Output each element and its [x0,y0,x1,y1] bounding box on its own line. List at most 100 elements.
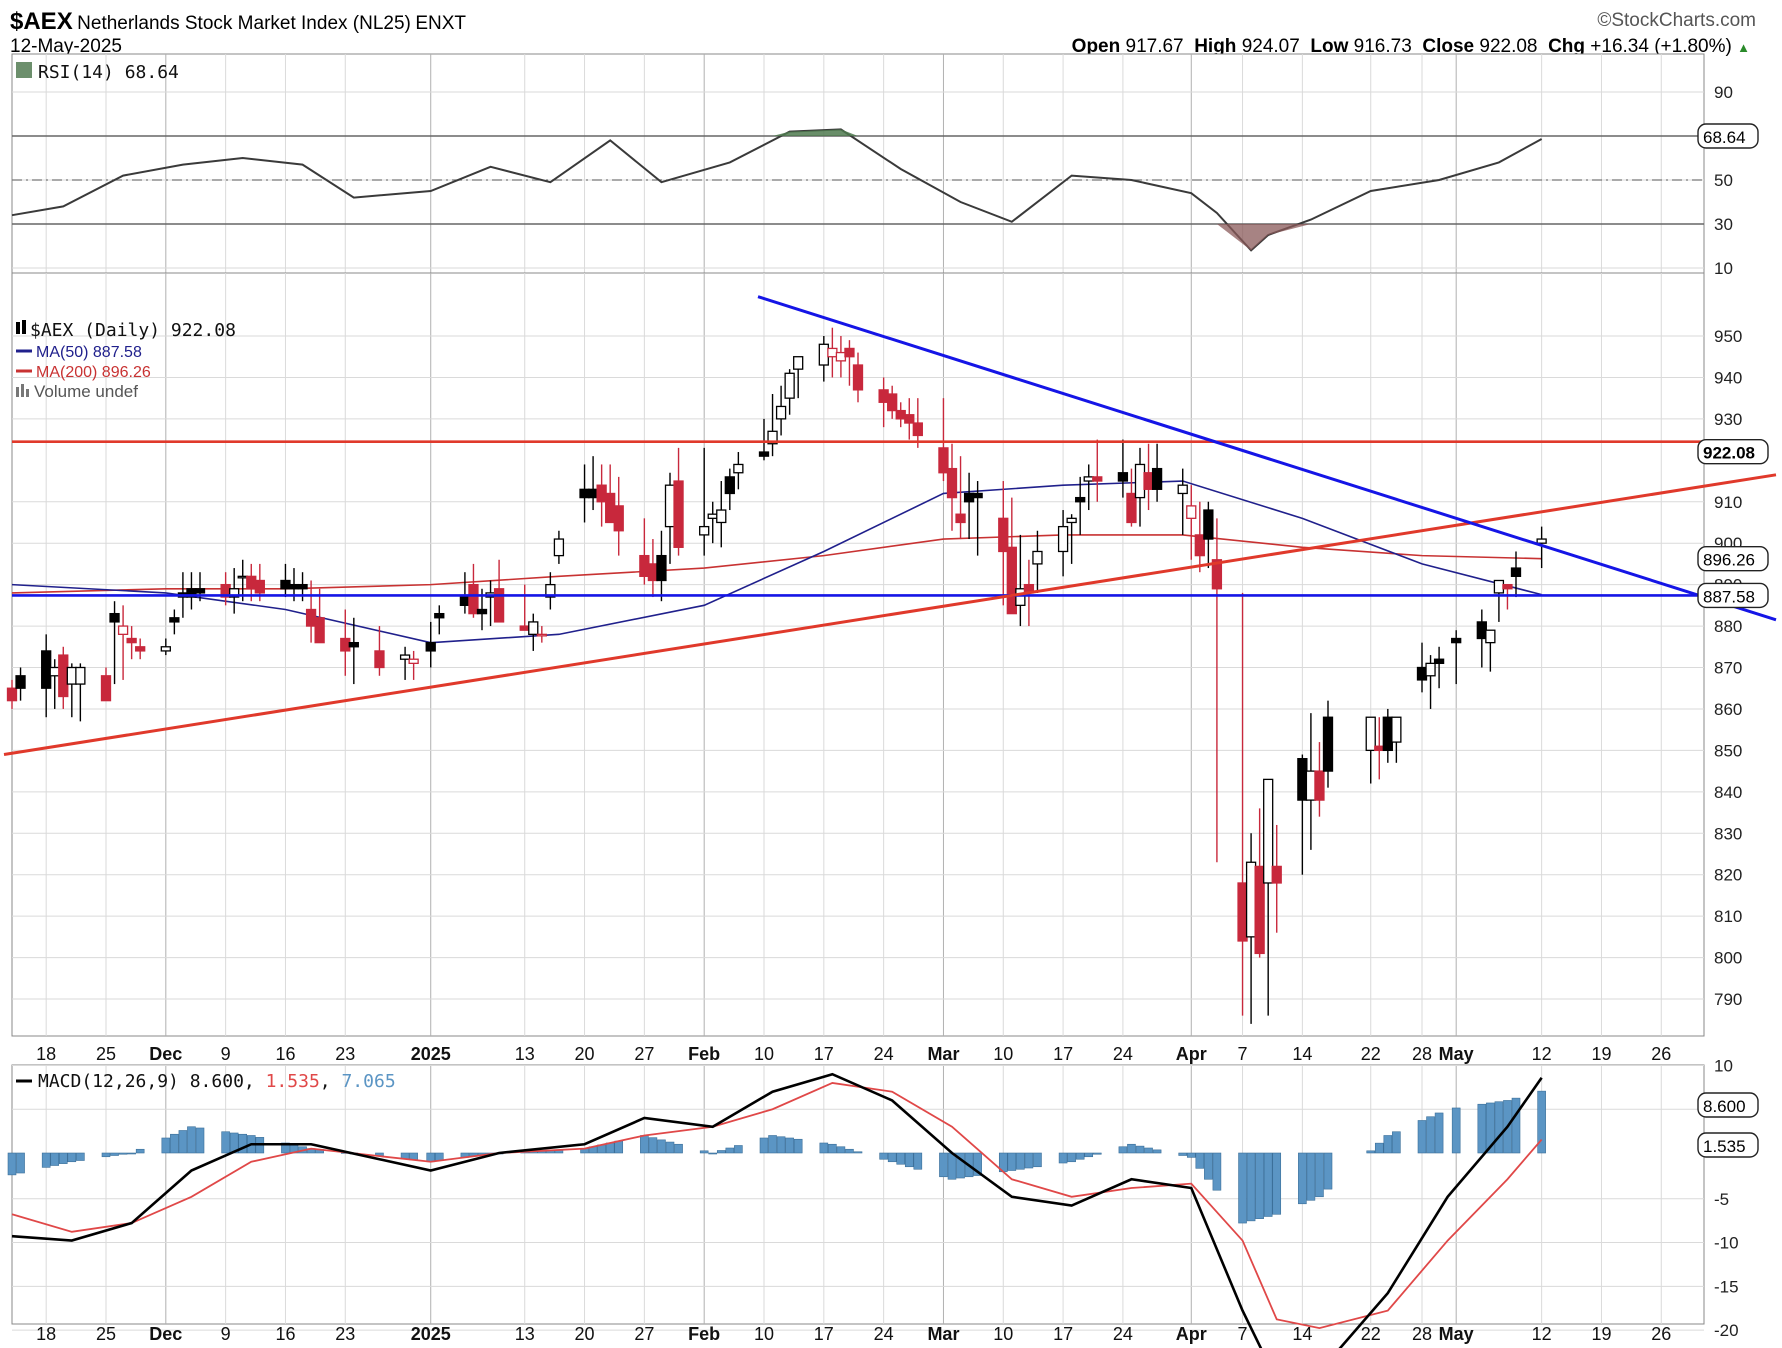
signal-value-tag-box [1697,1132,1759,1158]
candle-body [1211,559,1223,590]
x-tick-label: 27 [634,1044,654,1064]
macd-histogram-bar [426,1152,436,1163]
brand-watermark: ©StockCharts.com [1597,10,1756,31]
macd-histogram-bar [101,1152,111,1158]
price-tick-label: 870 [1714,659,1742,678]
exchange: ENXT [415,13,467,34]
price-tick-label: 810 [1714,907,1742,926]
candle-body [1297,758,1308,801]
candle-body [784,372,795,399]
candle-body [818,343,829,366]
candle-body [1433,658,1445,665]
macd-histogram-bar [1075,1152,1085,1160]
candle [468,563,479,618]
macd-histogram-bar [716,1150,726,1154]
candle [434,605,445,635]
candle-body [41,650,52,689]
macd-histogram-bar [67,1152,77,1163]
x-tick-label: 14 [1292,1324,1312,1344]
price-tick-label: 800 [1714,949,1742,968]
macd-histogram-bar [879,1152,888,1160]
change-value: +16.34 (+1.80%) [1590,36,1732,57]
ma50-legend: MA(50) 887.58 [36,344,142,361]
candle [724,468,735,511]
candle-body [1186,505,1197,519]
macd-histogram-bar [793,1138,803,1154]
candle-body [1066,517,1077,524]
macd-histogram-bar [1434,1112,1444,1154]
macd-histogram-bar [640,1135,649,1154]
macd-histogram-bar [887,1152,897,1163]
macd-tick-label: -5 [1714,1190,1729,1209]
macd-histogram-bar [221,1131,230,1154]
candle-body [1425,662,1436,677]
x-tick-label: 12 [1532,1044,1552,1064]
candle-body [536,633,547,637]
macd-histogram-bar [1417,1120,1427,1154]
macd-histogram-bar [614,1140,624,1154]
macd-histogram-bar [1067,1152,1076,1163]
candle [699,447,710,556]
x-tick-label: 19 [1591,1044,1611,1064]
candle [775,385,787,436]
candle [784,369,795,415]
candle-body [972,492,983,499]
candle-body [587,488,599,499]
candle [1263,778,1274,1016]
candle [169,609,180,635]
candle-body [579,488,590,499]
candle [1433,646,1445,689]
candle [613,476,624,556]
candle [15,667,26,701]
x-axis: 18 25 Dec 9 16 23 2025 13 20 27 Feb 10 17 24 Mar 10 17 24… [36,1044,1671,1344]
candle-body [664,484,676,528]
x-tick-label: Feb [688,1324,720,1344]
x-tick-label: 7 [1238,1044,1248,1064]
x-tick-label: 18 [36,1044,56,1064]
candle-body [58,654,69,698]
candle [1066,514,1077,564]
candle-body [596,484,607,503]
signal-value-tag: 1.535 [1703,1137,1746,1156]
macd-histogram-bar [1178,1152,1188,1156]
candle-body [1374,745,1385,752]
candle [1271,824,1282,933]
macd-histogram-bar [648,1137,658,1154]
candle [904,398,915,440]
candle-body [1177,484,1188,495]
candle [75,663,86,722]
candle [1211,518,1223,863]
last-price-tag-box [1697,438,1769,465]
candle [160,638,171,656]
candle-body [1203,509,1214,540]
macd-histogram-bar [699,1150,709,1154]
candle [1057,510,1069,577]
candle-body [887,393,898,412]
macd-histogram-bar [1152,1149,1162,1154]
macd-histogram-bar [1084,1152,1094,1158]
x-tick-label: 13 [515,1324,535,1344]
price-tick-label: 850 [1714,741,1742,760]
rising-trendline [3,473,1777,757]
candle [1254,808,1265,958]
macd-histogram-bar [759,1137,769,1154]
candle [852,352,864,403]
price-tick-label: 930 [1714,410,1742,429]
candle-legend-icon [22,320,26,334]
macd-histogram-bar [161,1137,171,1154]
volume-legend: Volume undef [34,382,138,401]
price-panel: 9509409309109008908808708608508408308208… [3,272,1777,1037]
macd-tick-label: -10 [1714,1234,1739,1253]
x-tick-label: 23 [335,1324,355,1344]
ohlc-readout: Open 917.67 High 924.07 Low 916.73 Close… [1072,36,1750,58]
ma200-value-tag: 896.26 [1703,551,1755,570]
macd-histogram-bar [657,1139,666,1154]
x-tick-label: 14 [1292,1044,1312,1064]
macd-histogram-bar [1537,1090,1546,1154]
candle [1510,551,1522,598]
macd-histogram-bar [7,1152,17,1176]
candle-body [528,621,539,636]
rsi-legend-icon [16,62,32,78]
candle-body [1536,538,1547,544]
macd-histogram-bar [195,1127,205,1154]
